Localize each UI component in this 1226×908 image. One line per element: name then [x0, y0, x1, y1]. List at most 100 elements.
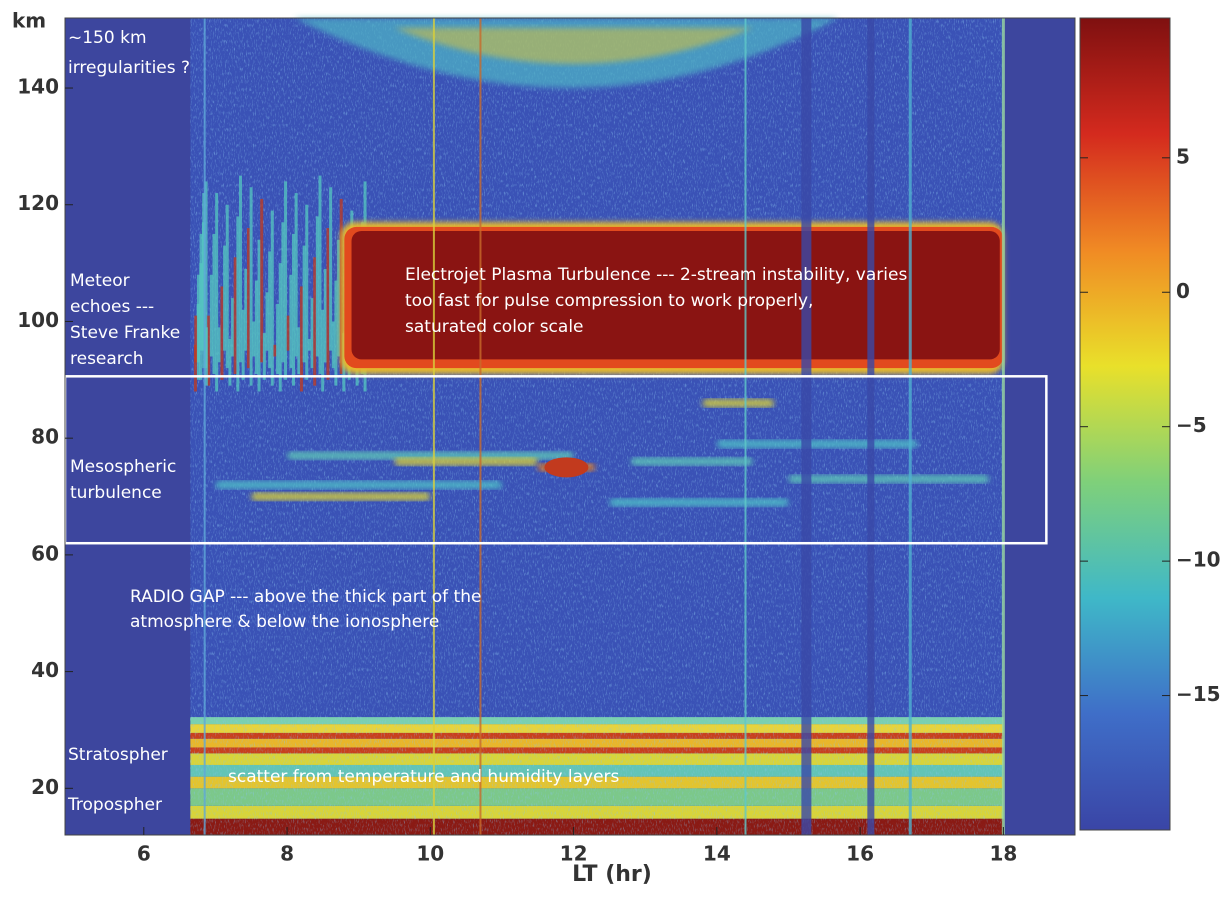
annotation: irregularities ?: [68, 58, 190, 78]
meteor-echo: [324, 269, 327, 362]
meteor-echo: [210, 275, 213, 357]
meteor-echo: [329, 187, 332, 350]
y-tick-label: 80: [31, 425, 59, 449]
mesospheric-layer: [631, 458, 753, 466]
annotation: Meteor: [70, 271, 130, 291]
x-tick-label: 14: [703, 842, 731, 866]
annotation: Steve Franke: [70, 323, 180, 343]
meteor-echo: [247, 228, 250, 368]
heatmap: [65, 18, 1075, 835]
annotation: turbulence: [70, 483, 162, 503]
vertical-artifact: [479, 18, 481, 835]
mesospheric-patch: [544, 457, 588, 477]
meteor-echo: [313, 257, 316, 385]
meteor-echo: [263, 333, 266, 380]
mesospheric-layer: [609, 498, 788, 506]
meteor-echo: [223, 246, 226, 351]
x-tick-label: 12: [560, 842, 588, 866]
y-tick-label: 100: [17, 308, 59, 332]
vertical-artifact: [204, 18, 206, 835]
meteor-echo: [276, 304, 279, 374]
vertical-artifact: [801, 18, 811, 835]
meteor-echo: [200, 234, 203, 351]
vertical-artifact: [433, 18, 435, 835]
x-tick-label: 18: [989, 842, 1017, 866]
meteor-echo: [255, 281, 258, 374]
meteor-echo: [244, 269, 247, 351]
vertical-artifact: [867, 18, 874, 835]
meteor-echo: [332, 321, 335, 368]
meteor-echo: [305, 205, 308, 380]
meteor-echo: [308, 339, 311, 351]
meteor-echo: [292, 234, 295, 386]
meteor-echo: [334, 281, 337, 386]
meteor-echo: [218, 327, 221, 362]
meteor-echo: [260, 199, 263, 362]
meteor-echo: [311, 298, 314, 368]
meteor-echo: [337, 240, 340, 357]
vertical-artifact: [744, 18, 746, 835]
meteor-echo: [316, 216, 319, 356]
meteor-echo: [228, 339, 231, 386]
meteor-echo: [258, 240, 261, 392]
annotation: Tropospher: [67, 795, 162, 815]
meteor-echo: [273, 345, 276, 357]
annotation: saturated color scale: [405, 317, 584, 337]
annotation: too fast for pulse compression to work p…: [405, 291, 813, 311]
meteor-echo: [250, 187, 253, 385]
mesospheric-layer: [395, 458, 538, 466]
annotation: RADIO GAP --- above the thick part of th…: [130, 587, 481, 607]
y-tick-label: 60: [31, 541, 59, 565]
meteor-echo: [289, 275, 292, 368]
colorbar-tick-label: −15: [1176, 682, 1221, 706]
y-tick-label: 20: [31, 775, 59, 799]
annotation: research: [70, 349, 144, 369]
mesospheric-layer: [788, 475, 989, 483]
meteor-echo: [281, 222, 284, 362]
annotation: scatter from temperature and humidity la…: [228, 767, 620, 787]
y-tick-label: 140: [17, 75, 59, 99]
meteor-echo: [284, 181, 287, 379]
meteor-echo: [271, 211, 274, 386]
meteor-echo: [321, 310, 324, 392]
colorbar-tick-label: 5: [1176, 144, 1190, 168]
x-tick-label: 10: [416, 842, 444, 866]
x-axis-label: LT (hr): [572, 862, 652, 887]
meteor-echo: [236, 216, 239, 391]
mesospheric-layer: [717, 440, 918, 448]
meteor-echo: [239, 176, 242, 363]
meteor-echo: [215, 193, 218, 391]
colorbar-tick-label: −10: [1176, 548, 1221, 572]
meteor-echo: [242, 310, 245, 380]
y-axis-label: km: [12, 9, 46, 33]
x-tick-label: 8: [280, 842, 294, 866]
meteor-echo: [234, 257, 237, 374]
colorbar-tick-label: −5: [1176, 413, 1207, 437]
annotation: echoes ---: [70, 297, 154, 317]
meteor-echo: [220, 286, 223, 379]
mesospheric-layer: [251, 493, 430, 501]
annotation: Electrojet Plasma Turbulence --- 2-strea…: [405, 265, 907, 285]
meteor-echo: [303, 246, 306, 363]
colorbar-tick-label: 0: [1176, 279, 1190, 303]
meteor-echo: [226, 205, 229, 368]
meteor-echo: [252, 321, 255, 356]
meteor-echo: [194, 316, 197, 363]
vertical-artifact: [1002, 18, 1005, 835]
mesospheric-layer: [215, 481, 502, 489]
meteor-echo: [295, 193, 298, 356]
meteor-echo: [265, 292, 268, 350]
meteor-echo: [287, 316, 290, 351]
meteor-echo: [297, 327, 300, 374]
meteor-echo: [319, 176, 322, 374]
y-tick-label: 120: [17, 191, 59, 215]
mesospheric-layer: [703, 399, 775, 407]
meteor-echo: [231, 298, 234, 356]
meteor-echo: [268, 251, 271, 368]
y-tick-label: 40: [31, 658, 59, 682]
annotation: ~150 km: [68, 28, 147, 48]
vertical-artifact: [909, 18, 912, 835]
x-tick-label: 6: [137, 842, 151, 866]
x-tick-label: 16: [846, 842, 874, 866]
meteor-echo: [326, 228, 329, 380]
